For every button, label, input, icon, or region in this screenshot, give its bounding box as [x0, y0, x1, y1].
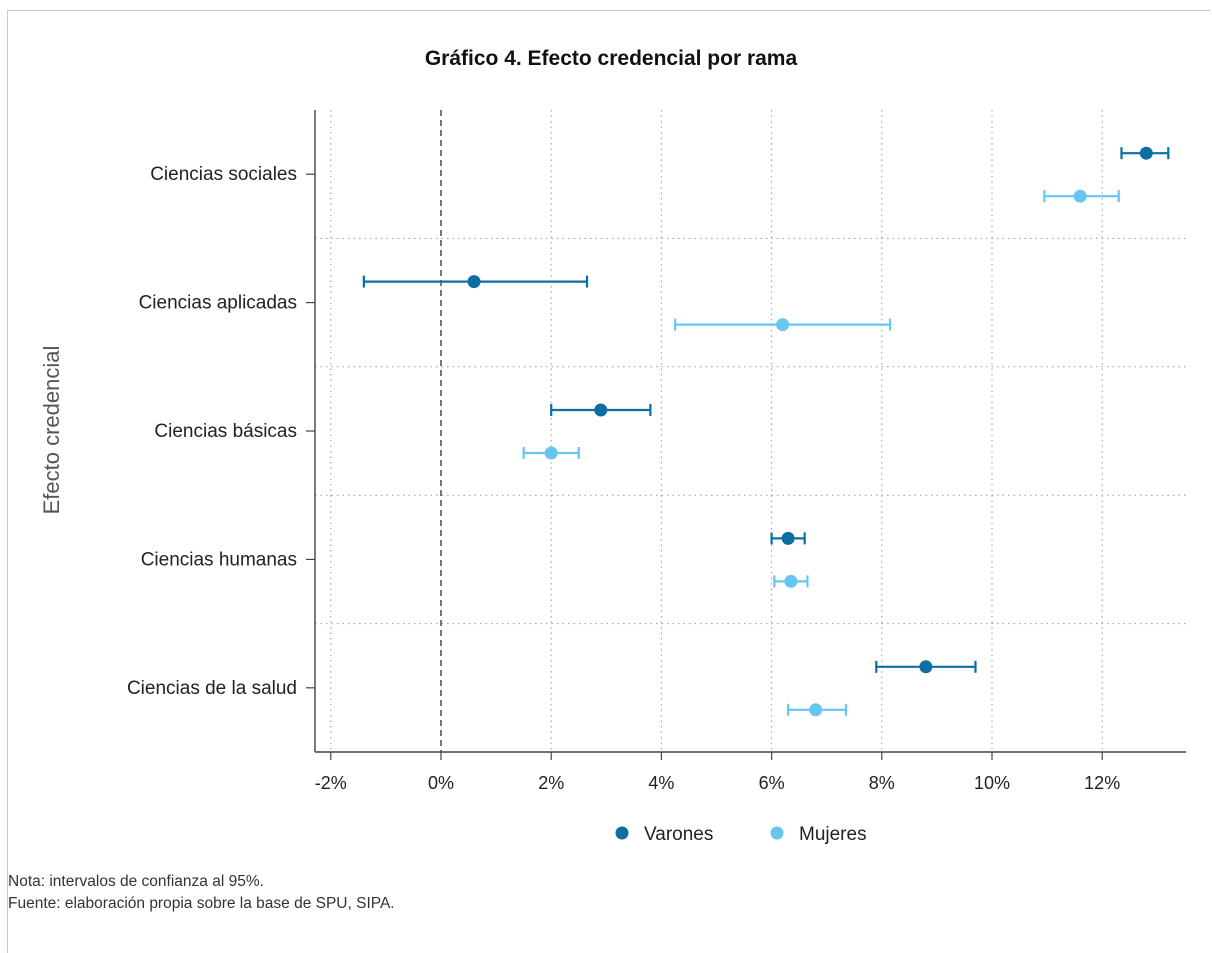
category-label: Ciencias básicas [154, 421, 297, 442]
category-label: Ciencias humanas [141, 549, 297, 570]
point-estimate [1139, 146, 1153, 160]
chart-title: Gráfico 4. Efecto credencial por rama [425, 47, 798, 70]
point-estimate [544, 446, 558, 460]
point-estimate [781, 531, 795, 545]
x-tick-label: 10% [974, 773, 1010, 793]
category-label: Ciencias aplicadas [139, 293, 297, 314]
legend-label: Varones [644, 824, 713, 845]
y-axis-label: Efecto credencial [39, 346, 64, 515]
point-estimate [919, 660, 933, 674]
point-estimate [1073, 189, 1087, 203]
category-label: Ciencias de la salud [127, 678, 297, 699]
x-tick-label: 8% [869, 773, 895, 793]
point-estimate [776, 318, 790, 332]
footnotes: Nota: intervalos de confianza al 95%. Fu… [8, 871, 395, 915]
x-tick-label: 4% [648, 773, 674, 793]
note-text: Nota: intervalos de confianza al 95%. [8, 873, 264, 890]
x-tick-label: 2% [538, 773, 564, 793]
coefficient-plot: Gráfico 4. Efecto credencial por rama Efe… [39, 47, 1186, 845]
point-estimate [809, 703, 823, 717]
legend-label: Mujeres [799, 824, 867, 845]
point-estimate [784, 574, 798, 588]
x-tick-label: 12% [1084, 773, 1120, 793]
point-estimate [594, 403, 608, 417]
x-tick-label: -2% [315, 773, 347, 793]
legend-marker [770, 826, 784, 840]
category-label: Ciencias sociales [150, 164, 297, 185]
point-estimate [467, 275, 481, 289]
source-text: Fuente: elaboración propia sobre la base… [8, 895, 395, 912]
x-tick-label: 6% [759, 773, 785, 793]
x-tick-label: 0% [428, 773, 454, 793]
legend-marker [615, 826, 629, 840]
chart-frame [7, 10, 1210, 953]
